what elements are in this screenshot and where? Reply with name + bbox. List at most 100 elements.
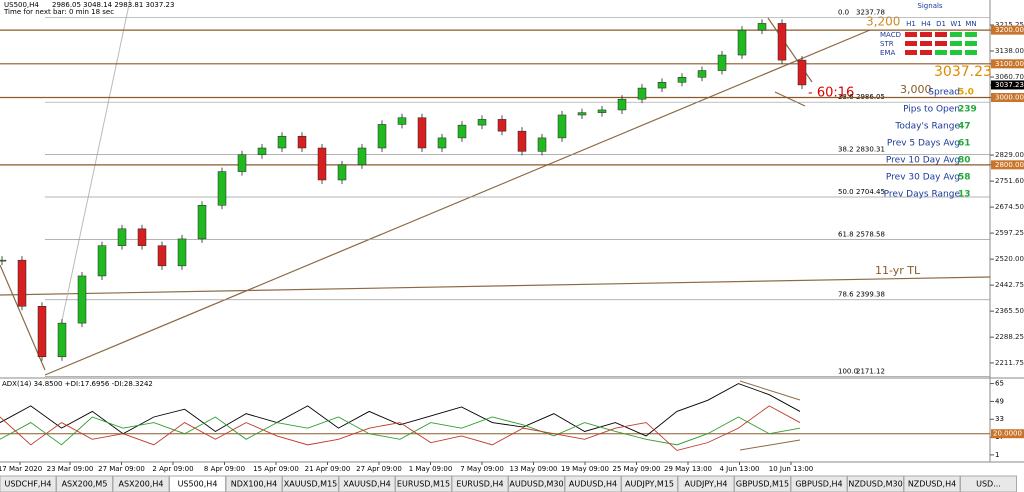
price-label: 2520.00 (995, 255, 1024, 263)
tab[interactable]: US500,H4 (178, 480, 218, 489)
ind-level-label: 20.0000 (993, 430, 1022, 438)
price-label: 2288.25 (995, 333, 1024, 341)
candle (337, 164, 347, 181)
price-label: 2751.60 (995, 177, 1024, 185)
candle (777, 23, 787, 61)
annotation: 3,000 (900, 83, 932, 96)
x-label: 1 May 09:00 (409, 465, 453, 473)
tab[interactable]: XAUUSD,H4 (343, 480, 391, 489)
tab[interactable]: ASX200,H4 (119, 480, 164, 489)
trendline-11yr (0, 276, 991, 296)
indicator-label: ADX(14) 34.8500 +DI:17.6956 -DI:28.3242 (2, 380, 153, 388)
tab[interactable]: NDX100,H4 (231, 480, 278, 489)
price-label: 2365.50 (995, 307, 1024, 315)
tab[interactable]: XAUUSD,M15 (284, 480, 338, 489)
x-label: 8 Apr 09:00 (204, 465, 245, 473)
x-label: 27 Mar 09:00 (98, 465, 145, 473)
tab-bg (960, 475, 1017, 492)
fib-price: 2399.38 (856, 291, 885, 299)
candle (437, 137, 447, 149)
x-label: 4 Jun 13:00 (719, 465, 759, 473)
fib-ratio: 50.0 (838, 188, 854, 196)
price-label: 2442.75 (995, 281, 1024, 289)
x-label: 13 May 09:00 (509, 465, 557, 473)
candle (177, 238, 187, 267)
ind-tick-label: 33 (995, 415, 1004, 423)
candle (97, 245, 107, 277)
stat-value: 13 (958, 190, 971, 200)
signal-col: MN (965, 20, 976, 28)
tab[interactable]: GBPUSD,M15 (736, 480, 789, 489)
candle (597, 109, 607, 113)
x-label: 15 Apr 09:00 (253, 465, 299, 473)
candle (217, 171, 227, 206)
price-box (991, 160, 1024, 170)
tab[interactable]: AUDJPY,H4 (684, 480, 727, 489)
ind-line (0, 383, 801, 437)
signal-cell (905, 32, 917, 37)
candle (0, 259, 7, 262)
signal-cell (950, 32, 962, 37)
stat-label: Pips to Open (903, 105, 960, 115)
stat-label: Today's Range (894, 122, 960, 132)
candle (77, 275, 87, 324)
candle (377, 124, 387, 149)
x-label: 23 Mar 09:00 (47, 465, 94, 473)
countdown: - 60:16 (808, 86, 854, 101)
tab[interactable]: EURUSD,M15 (397, 480, 450, 489)
x-label: 17 Mar 2020 (0, 465, 42, 473)
stat-label: Spread (928, 88, 960, 98)
wedge-line (739, 380, 801, 401)
candle (237, 154, 247, 172)
candle (477, 119, 487, 126)
wedge-line (739, 439, 801, 451)
tab[interactable]: USD... (976, 480, 1001, 489)
tab[interactable]: NZDUSD,M30 (848, 480, 902, 489)
price-box (991, 80, 1024, 90)
candle (57, 322, 67, 358)
price-label: 3100.00 (995, 60, 1024, 68)
signal-cell (950, 50, 962, 55)
x-label: 2 Apr 09:00 (152, 465, 193, 473)
signal-row: STR (880, 40, 894, 48)
signal-col: W1 (950, 20, 961, 28)
stat-value: 5.0 (958, 88, 974, 98)
signal-cell (905, 41, 917, 46)
tab[interactable]: GBPUSD,H4 (795, 480, 842, 489)
symbol: US500,H4 (4, 1, 39, 9)
price-label: 3138.00 (995, 47, 1024, 55)
stat-label: Prev Days Range (884, 190, 961, 200)
candle (297, 135, 307, 149)
x-label: 10 Jun 13:00 (769, 465, 813, 473)
tab[interactable]: EURUSD,H4 (456, 480, 503, 489)
candle (357, 147, 367, 166)
stat-value: 80 (958, 156, 971, 166)
tab[interactable]: AUDUSD,M30 (509, 480, 563, 489)
fib-ratio: 78.6 (838, 291, 854, 299)
ind-tick-label: 65 (995, 380, 1004, 388)
ind-line (0, 405, 801, 451)
ohlc: 2986.05 3048.14 2983.81 3037.23 (52, 1, 174, 9)
stat-value: 61 (958, 139, 971, 149)
tab[interactable]: USDCHF,H4 (5, 480, 52, 489)
candle (197, 204, 207, 240)
fib-ratio: 100.0 (838, 368, 858, 376)
price-box (991, 92, 1024, 102)
candle (537, 137, 547, 152)
fib-ratio: 61.8 (838, 230, 854, 238)
fib-price: 2704.45 (856, 188, 885, 196)
signal-col: H4 (921, 20, 931, 28)
candle (137, 228, 147, 246)
tab[interactable]: AUDJPY,M15 (625, 480, 674, 489)
candle (17, 259, 27, 307)
price-label: 3000.00 (995, 93, 1024, 101)
candle (797, 59, 807, 86)
candle (517, 130, 527, 152)
tab[interactable]: NZDUSD,H4 (908, 480, 956, 489)
tab[interactable]: ASX200,M5 (62, 480, 108, 489)
level-box (991, 429, 1024, 439)
signal-cell (965, 50, 977, 55)
tab[interactable]: AUDUSD,H4 (569, 480, 617, 489)
